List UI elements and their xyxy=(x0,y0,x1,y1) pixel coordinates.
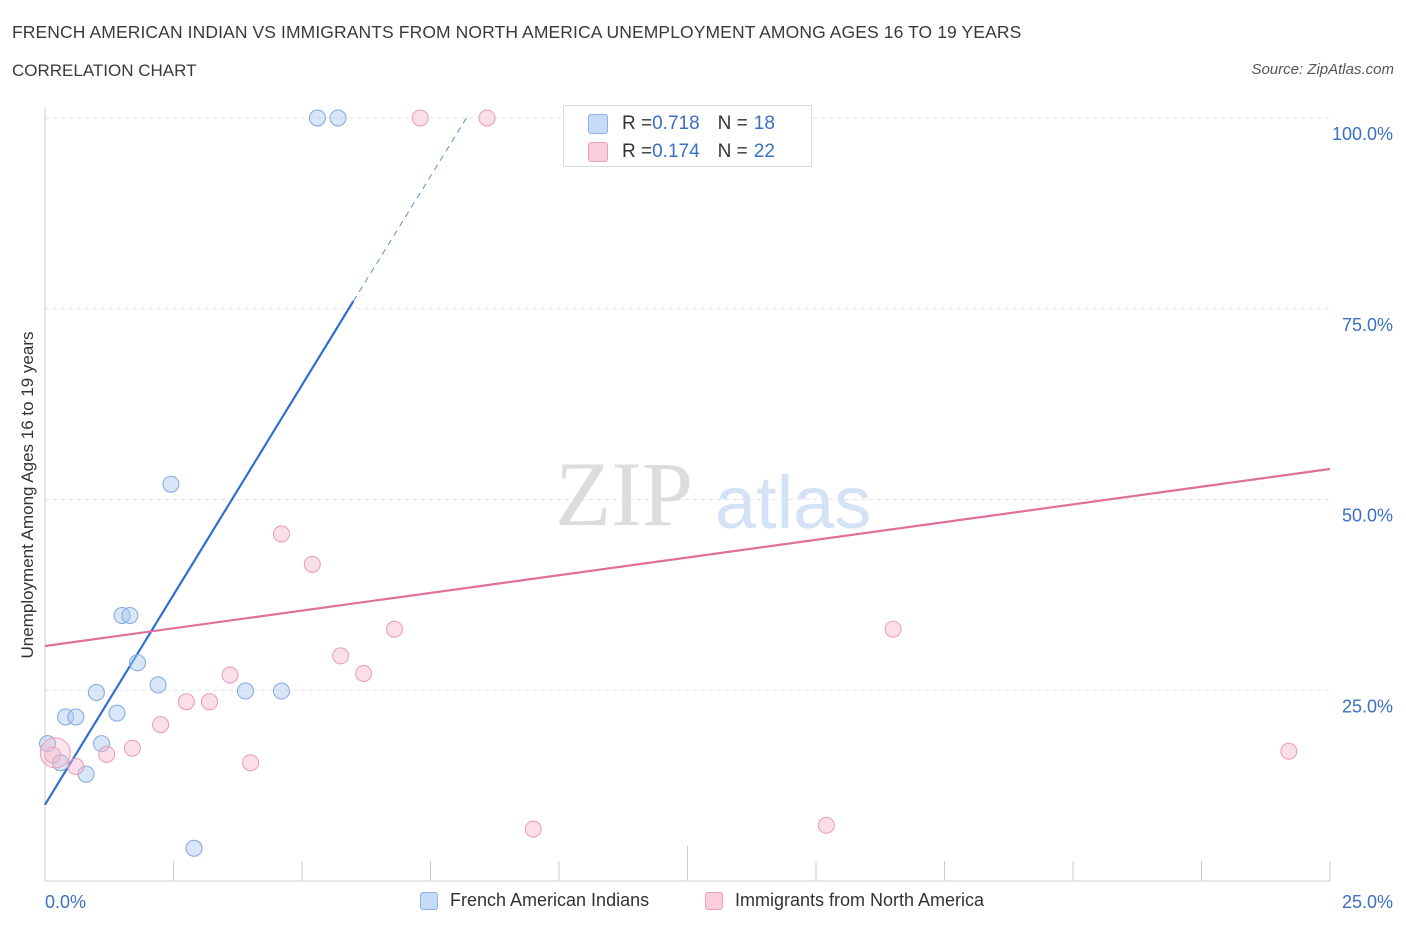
data-point xyxy=(177,693,195,711)
data-point xyxy=(386,620,404,638)
y-tick-label: 25.0% xyxy=(1342,696,1393,716)
legend-label: French American Indians xyxy=(450,890,650,910)
data-point xyxy=(108,704,126,722)
data-point xyxy=(44,746,62,764)
data-point xyxy=(411,109,429,127)
data-point xyxy=(355,664,373,682)
y-tick-label: 50.0% xyxy=(1342,506,1393,526)
r-value: 0.174 xyxy=(652,141,700,162)
n-value: 18 xyxy=(753,113,775,134)
trend-line-extension xyxy=(352,117,467,302)
data-point xyxy=(67,758,85,776)
chart-subtitle: CORRELATION CHART xyxy=(12,61,197,80)
legend-swatch-icon xyxy=(705,891,723,910)
data-point xyxy=(129,654,147,672)
x-tick-label: 0.0% xyxy=(45,892,86,912)
r-value: 0.718 xyxy=(652,113,700,134)
trend-line xyxy=(44,300,355,806)
data-point xyxy=(524,820,542,838)
data-point-cluster xyxy=(39,737,71,769)
data-point xyxy=(67,708,85,726)
r-label: R = xyxy=(622,113,653,134)
data-point xyxy=(272,525,290,543)
data-point xyxy=(308,109,326,127)
legend-item-immigrants-north-america[interactable]: Immigrants from North America xyxy=(705,890,984,911)
source-credit: Source: ZipAtlas.com xyxy=(1251,61,1394,78)
data-point xyxy=(478,109,496,127)
data-point xyxy=(87,684,105,702)
series-swatch-icon xyxy=(588,114,608,134)
series-swatch-icon xyxy=(588,142,608,162)
data-point xyxy=(121,606,139,624)
x-tick-label: 25.0% xyxy=(1342,892,1393,912)
r-label: R = xyxy=(622,141,653,162)
data-point xyxy=(884,620,902,638)
data-point xyxy=(57,708,75,726)
y-tick-label: 100.0% xyxy=(1332,124,1393,144)
data-point xyxy=(236,682,254,700)
data-point xyxy=(98,745,116,763)
watermark-atlas: atlas xyxy=(715,461,871,544)
n-label: N = xyxy=(717,141,748,162)
chart-title: FRENCH AMERICAN INDIAN VS IMMIGRANTS FRO… xyxy=(12,22,1022,42)
data-point xyxy=(152,716,170,734)
data-point xyxy=(221,666,239,684)
data-point xyxy=(93,735,111,753)
trend-lines xyxy=(44,117,1331,806)
data-point xyxy=(242,754,260,772)
data-point xyxy=(329,109,347,127)
tick-labels: 25.0% 50.0% 75.0% 100.0% 0.0% 25.0% xyxy=(45,124,1393,912)
correlation-stats-box: R = 0.718 N = 18 R = 0.174 N = 22 xyxy=(563,105,812,167)
y-tick-label: 75.0% xyxy=(1342,315,1393,335)
data-point xyxy=(303,555,321,573)
n-value: 22 xyxy=(753,141,775,162)
trend-line xyxy=(44,467,1331,648)
watermark: ZIP atlas xyxy=(555,443,871,545)
data-point xyxy=(123,739,141,757)
data-point xyxy=(149,676,167,694)
stat-row-immigrants-north-america: R = 0.174 N = 22 xyxy=(588,139,775,165)
legend-item-french-american-indians[interactable]: French American Indians xyxy=(420,890,649,911)
legend-label: Immigrants from North America xyxy=(735,890,985,910)
data-point xyxy=(185,839,203,857)
data-point xyxy=(817,816,835,834)
watermark-zip: ZIP xyxy=(555,443,693,545)
data-point xyxy=(272,682,290,700)
data-point xyxy=(162,475,180,493)
y-axis-label: Unemployment Among Ages 16 to 19 years xyxy=(18,332,37,659)
data-point xyxy=(332,647,350,665)
n-label: N = xyxy=(717,113,748,134)
legend-swatch-icon xyxy=(420,891,438,910)
data-point xyxy=(200,693,218,711)
chart-legend: French American Indians Immigrants from … xyxy=(0,890,1406,916)
grid-lines xyxy=(45,117,1330,691)
stat-row-french-american-indians: R = 0.718 N = 18 xyxy=(588,111,775,137)
data-point xyxy=(1280,742,1298,760)
axes xyxy=(44,108,1331,882)
